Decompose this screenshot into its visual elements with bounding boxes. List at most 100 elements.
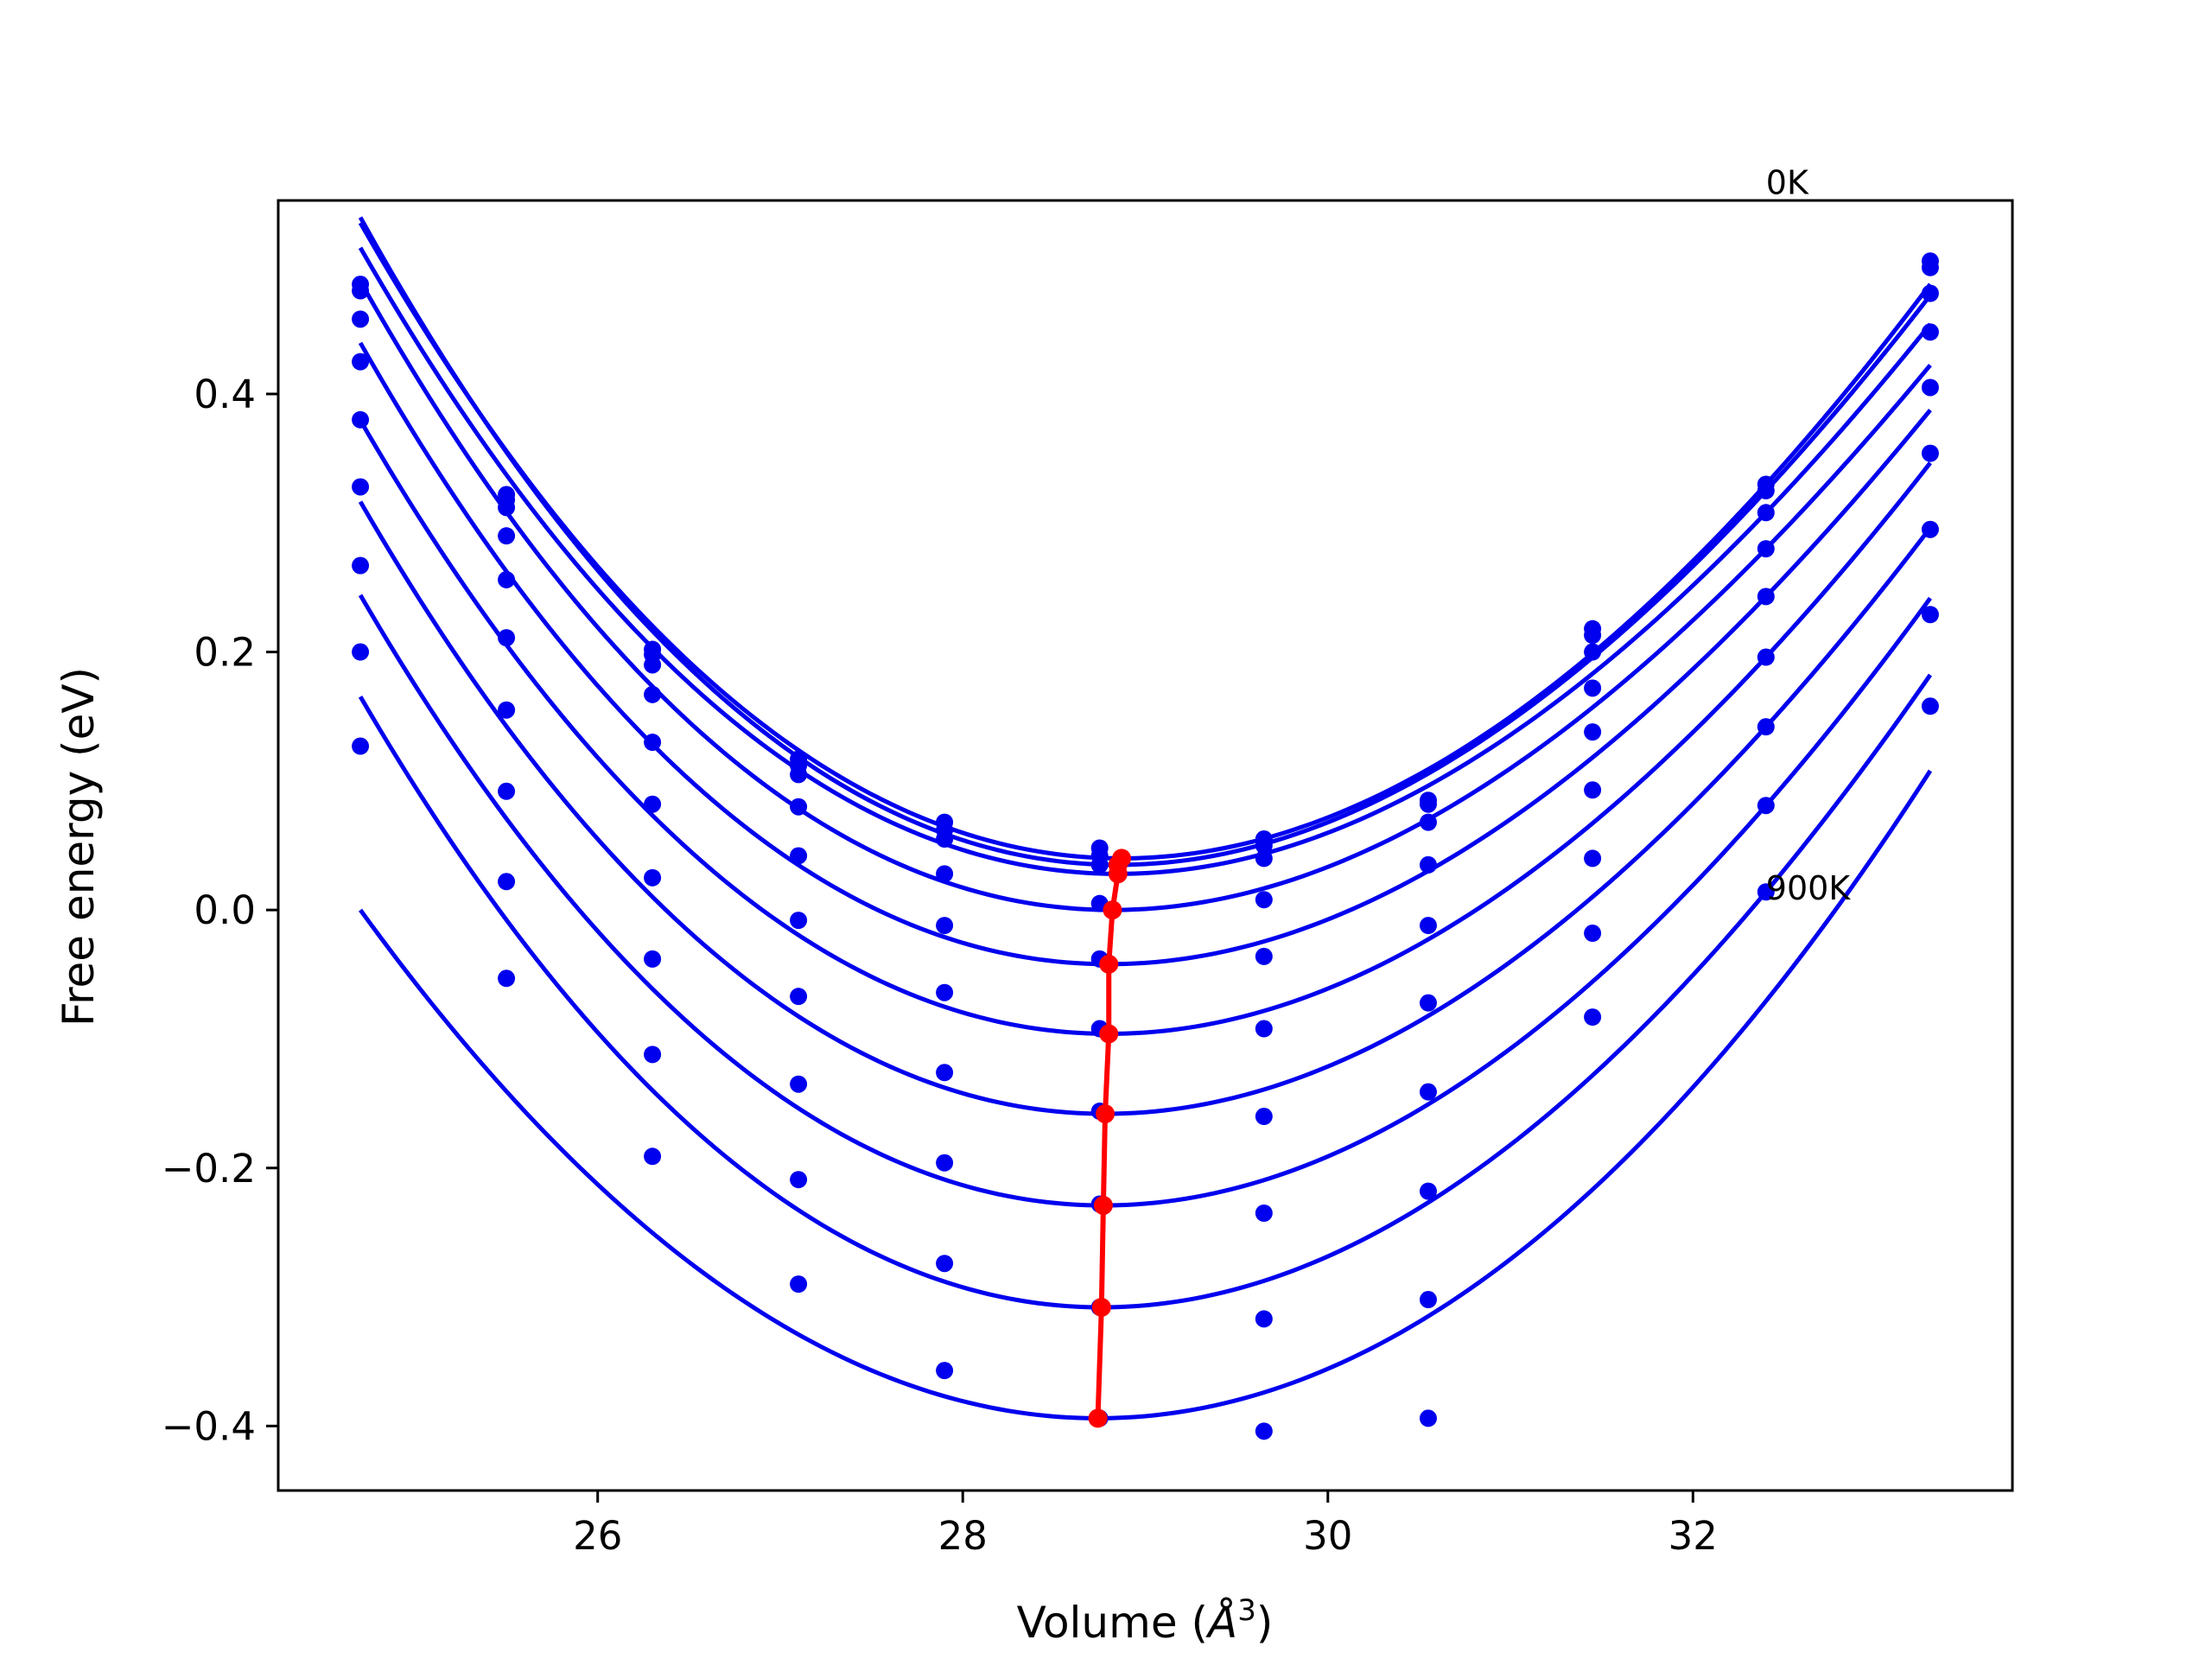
minimum-line: [1088, 849, 1132, 1428]
data-point: [1255, 1020, 1273, 1038]
data-point: [936, 1362, 954, 1380]
y-tick-label: 0.0: [194, 887, 256, 933]
data-point: [1757, 797, 1775, 815]
minimum-point: [1096, 1104, 1116, 1124]
minimum-point: [1103, 900, 1122, 920]
data-point: [1255, 836, 1273, 855]
data-point: [1921, 606, 1939, 624]
fit-curve-1: [358, 216, 1932, 868]
data-point: [790, 912, 808, 930]
data-point: [1255, 1205, 1273, 1222]
data-point: [1419, 1083, 1437, 1101]
data-point: [936, 865, 954, 883]
data-point: [936, 983, 954, 1001]
data-point: [1921, 697, 1939, 715]
data-point: [790, 1275, 808, 1294]
fit-curves: [358, 216, 1933, 1421]
data-point: [1584, 1008, 1602, 1027]
annotation-0k: 0K: [1766, 164, 1809, 202]
data-point: [1419, 1182, 1437, 1200]
data-point: [1419, 813, 1437, 831]
data-point: [352, 410, 370, 429]
fit-curve-3: [358, 280, 1932, 912]
data-point: [1255, 1108, 1273, 1126]
data-point: [498, 570, 516, 588]
fit-curve-9: [359, 769, 1933, 1421]
data-point: [1584, 643, 1602, 661]
minimum-point: [1088, 1408, 1108, 1428]
y-tick-label: 0.2: [194, 630, 256, 676]
fit-curve-2: [358, 246, 1932, 876]
data-point: [1757, 718, 1775, 736]
fit-curve-7: [358, 594, 1932, 1208]
fit-curve-0: [358, 221, 1932, 861]
data-point: [498, 499, 516, 517]
data-point: [1757, 883, 1775, 901]
data-point: [1921, 258, 1939, 276]
data-point: [644, 1046, 662, 1064]
data-point: [498, 873, 516, 891]
data-point: [352, 353, 370, 371]
data-point: [1255, 1310, 1273, 1328]
data-point: [1757, 648, 1775, 666]
fit-curve-8: [358, 673, 1932, 1310]
x-tick-label: 32: [1669, 1513, 1718, 1559]
minimum-point: [1093, 1196, 1113, 1216]
fit-curve-6: [358, 500, 1932, 1116]
data-points: [352, 252, 1939, 1440]
data-point: [644, 795, 662, 813]
data-point: [1921, 444, 1939, 462]
minimum-point: [1091, 1297, 1111, 1317]
data-point: [1419, 795, 1437, 813]
data-point: [352, 310, 370, 328]
data-point: [1584, 925, 1602, 943]
data-point: [936, 1154, 954, 1172]
data-point: [1921, 378, 1939, 397]
y-axis-ticks: 0.4 0.2 0.0 −0.2 −0.4: [162, 372, 278, 1449]
minimum-point: [1099, 954, 1119, 974]
data-point: [790, 1075, 808, 1093]
data-point: [352, 556, 370, 575]
data-point: [352, 478, 370, 496]
data-point: [498, 527, 516, 545]
data-point: [352, 282, 370, 300]
data-point: [644, 868, 662, 887]
data-point: [1757, 504, 1775, 522]
data-point: [1584, 679, 1602, 697]
data-point: [644, 950, 662, 968]
minimum-point: [1099, 1024, 1119, 1044]
data-point: [498, 701, 516, 719]
data-point: [936, 830, 954, 849]
data-point: [1921, 284, 1939, 302]
data-point: [1584, 626, 1602, 645]
data-point: [1584, 723, 1602, 741]
data-point: [1255, 849, 1273, 868]
data-point: [352, 737, 370, 755]
y-axis-label: Free energy (eV): [54, 667, 104, 1027]
data-point: [1757, 588, 1775, 606]
data-point: [936, 917, 954, 935]
data-point: [1419, 994, 1437, 1012]
minimum-point: [1108, 864, 1128, 884]
data-point: [936, 1255, 954, 1273]
data-point: [1419, 1409, 1437, 1427]
annotation-900k: 900K: [1766, 869, 1852, 907]
x-tick-label: 28: [938, 1513, 988, 1559]
data-point: [1419, 1291, 1437, 1309]
y-tick-label: −0.4: [162, 1403, 256, 1449]
plot-frame: [276, 199, 2014, 1492]
x-tick-label: 26: [573, 1513, 622, 1559]
data-point: [1419, 917, 1437, 935]
data-point: [644, 685, 662, 703]
y-tick-label: −0.2: [162, 1146, 256, 1192]
data-point: [1090, 855, 1109, 874]
x-axis-ticks: 26 28 30 32: [573, 1491, 1718, 1559]
data-point: [498, 782, 516, 800]
data-point: [498, 969, 516, 988]
data-point: [644, 734, 662, 752]
data-point: [1757, 540, 1775, 558]
data-point: [1419, 855, 1437, 874]
data-point: [1584, 849, 1602, 868]
data-point: [1255, 1422, 1273, 1440]
